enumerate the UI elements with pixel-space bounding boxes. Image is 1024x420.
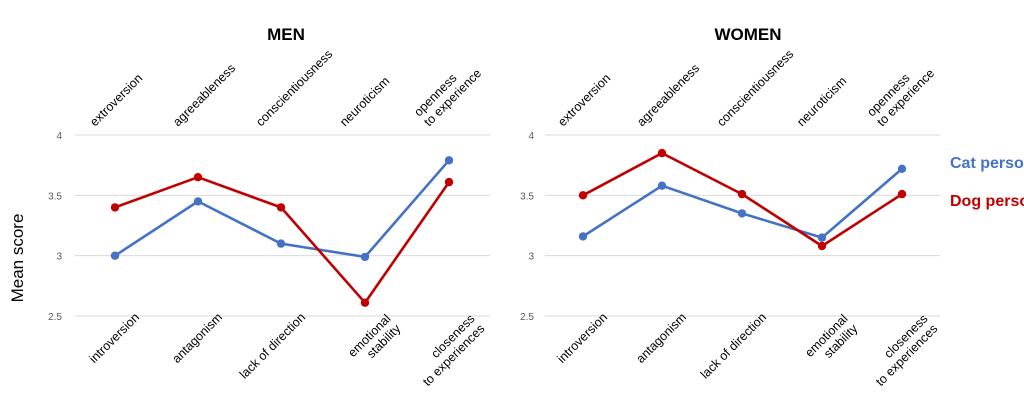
top-trait-label: extroversion (555, 71, 613, 129)
y-tick-label: 4 (528, 131, 534, 142)
y-tick-label: 3 (528, 252, 534, 263)
bottom-trait-label: antagonism (634, 310, 690, 366)
data-point (657, 181, 667, 190)
data-point (276, 239, 286, 248)
data-point (737, 189, 747, 199)
series-line-cat-person (582, 167, 903, 239)
data-point (360, 298, 370, 307)
y-tick-label: 3.5 (48, 191, 62, 202)
data-point (444, 177, 454, 187)
bottom-trait-label: emotionalstability (345, 311, 404, 370)
bottom-trait-label: lack of direction (237, 310, 308, 381)
legend-item-dog-person: Dog person (950, 193, 1024, 210)
top-trait-label: opennessto experience (864, 56, 937, 129)
y-tick-label: 3.5 (520, 191, 534, 202)
data-point (444, 156, 454, 165)
y-tick-label: 2.5 (48, 312, 62, 323)
bottom-trait-label: introversion (87, 310, 143, 366)
chart-title: WOMEN (714, 25, 781, 44)
top-trait-label: neuroticism (337, 74, 392, 129)
top-trait-label: agreeableness (170, 61, 238, 129)
data-point (657, 148, 667, 158)
data-point (737, 209, 747, 218)
chart-title: MEN (267, 25, 305, 44)
data-point (897, 189, 907, 199)
y-axis-label: Mean score (8, 214, 27, 303)
top-trait-label: neuroticism (794, 74, 849, 129)
bottom-trait-label: introversion (555, 310, 611, 366)
legend: Cat person Dog person (950, 155, 1024, 210)
top-trait-label: conscientiousness (714, 47, 796, 129)
y-tick-label: 4 (56, 131, 62, 142)
data-point (276, 203, 286, 212)
bottom-trait-label: closenessto experiences (410, 312, 487, 389)
bottom-trait-label: closenessto experiences (863, 312, 940, 389)
data-point (110, 251, 120, 260)
data-point (193, 197, 203, 206)
bottom-trait-label: emotionalstability (802, 311, 861, 370)
data-point (193, 173, 203, 182)
data-point (578, 191, 588, 200)
y-tick-label: 2.5 (520, 312, 534, 323)
data-point (817, 233, 827, 242)
data-point (897, 164, 907, 173)
top-trait-label: extroversion (87, 71, 145, 129)
y-tick-label: 3 (56, 252, 62, 263)
data-point (110, 203, 120, 212)
chart-panel-men: MEN 2.5 3 3.5 4 extroversion agreeableness cons… (48, 25, 490, 389)
data-point (578, 232, 588, 241)
bottom-trait-label: antagonism (170, 310, 226, 366)
data-point (360, 252, 370, 262)
legend-item-cat-person: Cat person (950, 155, 1024, 172)
top-trait-label: agreeableness (634, 61, 702, 129)
top-trait-label: opennessto experience (411, 56, 484, 129)
bottom-trait-label: lack of direction (698, 310, 769, 381)
data-point (817, 241, 827, 251)
top-trait-label: conscientiousness (253, 47, 335, 129)
chart-panel-women: WOMEN 2.5 3 3.5 4 extroversion agreeableness co… (520, 25, 940, 389)
series-line-dog-person (582, 151, 903, 248)
